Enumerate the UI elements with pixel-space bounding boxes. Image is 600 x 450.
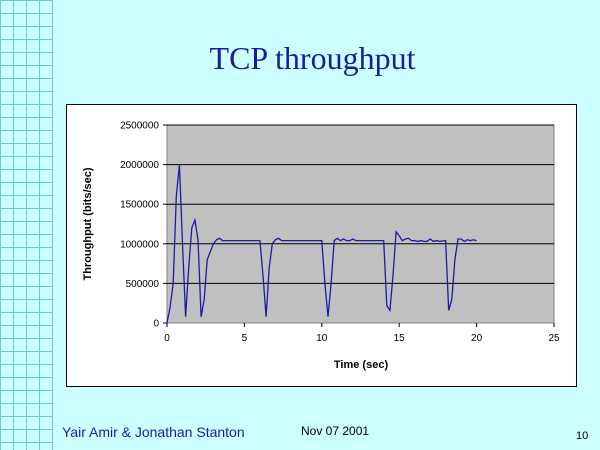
- throughput-chart: 0 500000 1000000 1500000 2000000 2500000 0 5 10…: [82, 121, 560, 372]
- plot-area: [166, 124, 555, 324]
- chart-frame: 0 500000 1000000 1500000 2000000 2500000 0 5 10…: [66, 104, 577, 387]
- x-tick-label: 5: [242, 333, 248, 344]
- y-tick-label: 2000000: [120, 160, 159, 171]
- x-tick-label: 20: [471, 333, 483, 344]
- y-tick-label: 2500000: [120, 121, 159, 132]
- y-tick-label: 0: [153, 319, 159, 330]
- throughput-series-line: [166, 164, 477, 324]
- footer-date: Nov 07 2001: [301, 424, 370, 438]
- y-tick-label: 500000: [126, 279, 160, 290]
- slide-title: TCP throughput: [209, 40, 416, 76]
- y-axis-title: Throughput (bits/sec): [82, 167, 94, 280]
- page-number: 10: [576, 430, 589, 442]
- y-tick-label: 1000000: [120, 239, 159, 250]
- x-tick-label: 10: [316, 333, 328, 344]
- footer-authors: Yair Amir & Jonathan Stanton: [62, 424, 245, 440]
- y-tick-label: 1500000: [120, 200, 159, 211]
- x-tick-label: 0: [164, 333, 170, 344]
- x-axis-title: Time (sec): [334, 359, 389, 371]
- decorative-grid-strip: [0, 0, 53, 450]
- x-tick-label: 15: [394, 333, 406, 344]
- x-tick-label: 25: [548, 333, 560, 344]
